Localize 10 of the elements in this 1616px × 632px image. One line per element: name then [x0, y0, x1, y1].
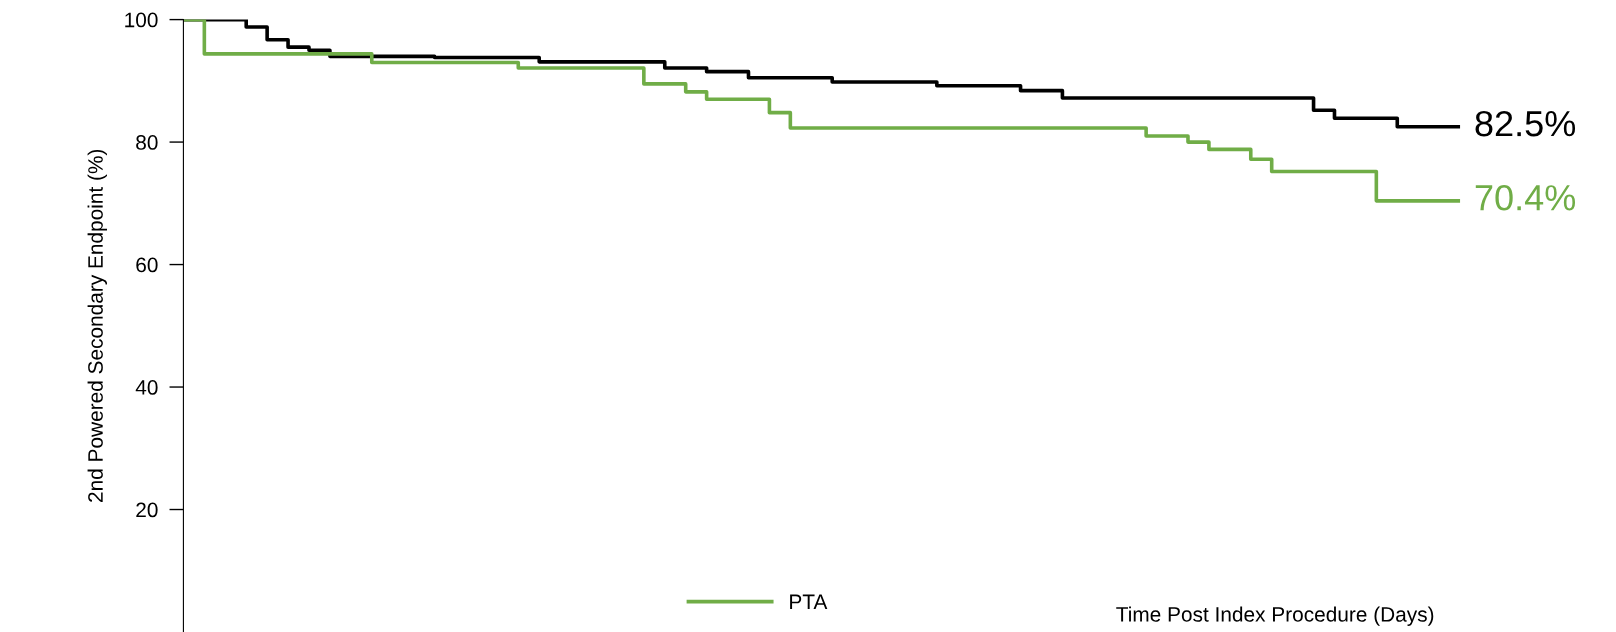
- legend-label: PTA: [790, 594, 828, 609]
- y-axis-title: 2nd Powered Secondary Endpoint (%): [87, 149, 107, 502]
- y-tick-label: 40: [135, 380, 158, 395]
- y-tick-label: 20: [136, 502, 158, 518]
- y-tick-label: 80: [136, 135, 158, 150]
- text: 70.4%: [1475, 184, 1576, 211]
- x-axis-title: Time Post Index Procedure (Days): [1116, 606, 1434, 626]
- y-tick-label: 100: [125, 12, 158, 28]
- y-tick-label: 60: [136, 257, 158, 273]
- text: 82.5%: [1475, 110, 1576, 137]
